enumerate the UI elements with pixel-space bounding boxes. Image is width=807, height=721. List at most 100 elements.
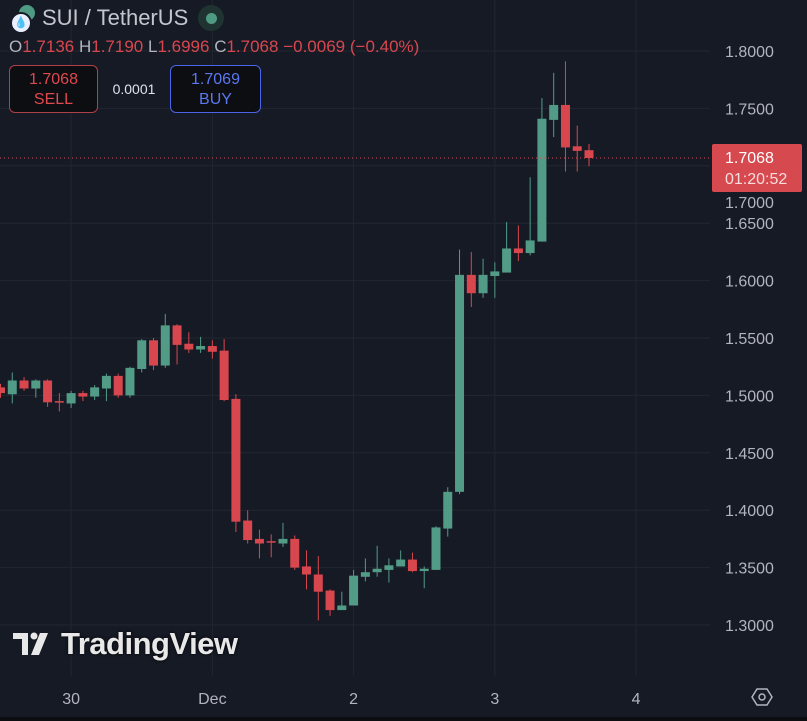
change-value: −0.0069 (−0.40%) [283,37,420,56]
candle-up [101,375,111,389]
candle-down [113,375,123,396]
high-value: 1.7190 [91,37,144,56]
trade-panel: 1.7068 SELL 0.0001 1.7069 BUY [9,65,261,113]
y-tick-label: 1.6000 [725,274,774,291]
candle-down [231,398,241,522]
market-status-icon[interactable] [198,5,225,31]
x-tick-label: 4 [632,691,641,708]
y-tick-label: 1.4000 [725,503,774,520]
candle-down [407,559,417,572]
candle-up [490,271,500,277]
candle-up [431,527,441,570]
candle-up [525,240,535,254]
candle-up [7,380,17,395]
y-tick-label: 1.3000 [725,618,774,635]
spread-value: 0.0001 [112,81,156,97]
candle-up [349,575,359,606]
buy-label: BUY [199,91,232,108]
candle-down [266,541,276,543]
candle-up [160,325,170,366]
candle-down [302,566,312,575]
chart-settings-icon[interactable] [751,686,773,708]
high-label: H [78,37,92,56]
ohlc-legend: O1.7136 H1.7190 L1.6996 C1.7068 −0.0069 … [9,37,419,57]
candle-up [384,565,394,570]
y-tick-label: 1.8000 [725,44,774,61]
candle-up [455,274,465,492]
candle-up [443,491,453,529]
low-value: 1.6996 [157,37,210,56]
candle-up [196,346,206,350]
candle-up [478,274,488,294]
candle-up [396,559,406,567]
y-tick-label: 1.5500 [725,331,774,348]
x-tick-label: 30 [62,691,80,708]
sell-button[interactable]: 1.7068 SELL [9,65,98,113]
symbol-header: 💧 SUI / TetherUS [8,4,225,34]
buy-button[interactable]: 1.7069 BUY [170,65,261,113]
candle-up [502,248,512,273]
candle-up [372,568,382,573]
candle-down [254,538,264,544]
candle-up [125,367,135,396]
current-price: 1.7068 [725,150,774,167]
candle-down [54,401,64,403]
symbol-icons: 💧 [8,4,36,34]
candle-down [43,380,53,403]
candle-down [0,387,5,394]
y-tick-label: 1.7000 [725,195,774,212]
buy-price: 1.7069 [191,71,240,88]
sell-label: SELL [33,91,74,108]
candle-down [207,346,217,352]
candle-up [537,118,547,242]
candle-down [584,150,594,158]
candle-down [513,248,523,254]
bottom-border [0,717,807,721]
candle-up [137,340,147,369]
x-tick-label: 3 [490,691,499,708]
y-tick-label: 1.5000 [725,388,774,405]
candle-down [466,274,476,294]
candle-down [243,520,253,541]
y-tick-label: 1.7500 [725,101,774,118]
candle-down [560,104,570,148]
y-tick-label: 1.6500 [725,216,774,233]
sell-price: 1.7068 [29,71,78,88]
candle-up [419,568,429,572]
candle-up [66,393,76,404]
open-label: O [9,37,23,56]
candle-up [549,104,559,120]
bar-countdown: 01:20:52 [725,171,788,188]
candle-down [149,340,159,366]
candle-down [325,590,335,611]
symbol-title[interactable]: SUI / TetherUS [42,5,189,30]
candle-down [313,574,323,592]
close-label: C [214,37,227,56]
candle-up [337,605,347,611]
candle-up [90,387,100,397]
tradingview-logo[interactable]: TradingView [13,626,238,662]
close-value: 1.7068 [226,37,279,56]
candle-down [78,393,88,397]
candle-down [184,343,194,350]
open-value: 1.7136 [22,37,75,56]
candle-up [31,380,41,389]
candle-down [572,146,582,151]
tradingview-logo-text: TradingView [61,626,238,661]
candle-down [19,380,29,389]
candle-down [290,538,300,568]
current-price-label: 1.7068 01:20:52 [712,144,802,192]
low-label: L [147,37,158,56]
tradingview-logo-icon [13,632,48,655]
sui-icon: 💧 [10,12,32,34]
y-tick-label: 1.4500 [725,446,774,463]
x-tick-label: 2 [349,691,358,708]
candle-up [360,572,370,577]
x-tick-label: Dec [198,691,226,708]
candle-down [172,325,182,345]
candle-down [219,350,229,400]
y-tick-label: 1.8500 [725,0,774,4]
y-tick-label: 1.3500 [725,561,774,578]
candle-up [278,538,288,544]
